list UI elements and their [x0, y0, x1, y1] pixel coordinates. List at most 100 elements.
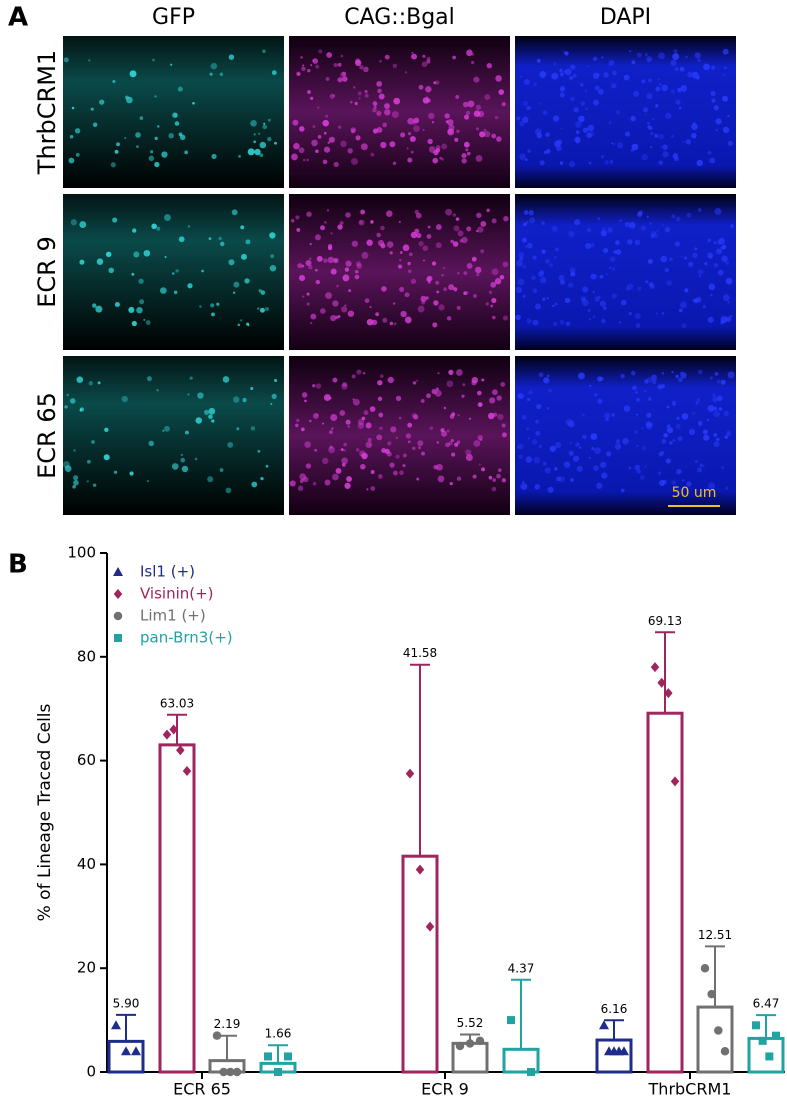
cell [666, 425, 669, 429]
cell [697, 467, 702, 473]
cell [696, 398, 701, 402]
cell [372, 101, 378, 106]
cell [702, 429, 708, 435]
cell [330, 413, 338, 421]
cell [171, 272, 175, 275]
cell [260, 290, 266, 295]
cell [310, 313, 317, 320]
cell [720, 379, 726, 385]
cell [387, 376, 394, 384]
cell [411, 120, 417, 126]
cell [516, 116, 521, 121]
cell [397, 264, 403, 269]
cell [257, 449, 261, 453]
cell [668, 441, 673, 445]
cell [545, 259, 550, 264]
cell [208, 414, 213, 420]
cell [716, 437, 720, 442]
cell [611, 413, 615, 417]
cell [727, 114, 730, 118]
cell [68, 157, 75, 164]
cell [364, 90, 368, 94]
cell [722, 74, 725, 77]
cell [154, 136, 158, 141]
cell [433, 149, 439, 156]
cell [306, 158, 310, 162]
cell [309, 257, 312, 260]
cell [453, 225, 460, 232]
cell [312, 481, 317, 486]
cell [340, 140, 347, 148]
cell [631, 143, 639, 151]
cell [670, 59, 677, 67]
cell [694, 459, 699, 464]
cell [376, 81, 383, 87]
cell [588, 161, 592, 165]
cell [480, 249, 485, 254]
cell [715, 129, 718, 132]
cell [680, 85, 688, 92]
cell [262, 124, 268, 130]
cell [233, 281, 240, 288]
cell [434, 389, 442, 397]
cell [250, 119, 257, 127]
cell [675, 99, 681, 105]
cell [297, 72, 301, 76]
cell [684, 55, 688, 59]
cell [475, 155, 483, 162]
cell [553, 62, 557, 66]
cell [435, 280, 440, 285]
cell [317, 134, 322, 139]
cell [698, 274, 702, 278]
cell [470, 60, 475, 65]
cell [392, 302, 396, 305]
cell [121, 395, 128, 403]
cell [456, 440, 461, 445]
cell [337, 125, 342, 129]
cell [676, 469, 682, 475]
cell [228, 259, 235, 266]
cell [661, 312, 665, 315]
cell [446, 380, 454, 388]
cell [240, 319, 243, 322]
cell [133, 251, 140, 258]
value-label: 63.03 [160, 696, 194, 710]
cell [366, 488, 369, 491]
cell [114, 301, 120, 308]
cell [466, 49, 473, 57]
cell [349, 100, 353, 104]
cell [341, 383, 348, 390]
cell [466, 151, 471, 156]
cell [620, 488, 625, 493]
cell [569, 267, 576, 274]
data-point [415, 864, 425, 875]
cell [649, 284, 655, 290]
cell [486, 208, 490, 212]
cell [440, 428, 445, 433]
cell [339, 221, 344, 225]
cell [174, 121, 180, 126]
cell [210, 62, 218, 70]
cell [686, 481, 692, 487]
cell [558, 274, 565, 281]
cell [718, 407, 723, 411]
cell [618, 321, 622, 324]
cell [532, 319, 539, 326]
cell [474, 266, 482, 274]
cell [247, 148, 255, 156]
column-header: GFP [152, 5, 195, 30]
cell [465, 449, 472, 456]
cell [546, 374, 550, 378]
cell [332, 300, 339, 307]
cell [361, 251, 369, 259]
cell [154, 95, 157, 98]
cell [477, 434, 483, 441]
cell [298, 274, 306, 282]
cell [402, 453, 407, 458]
cell [380, 374, 384, 378]
data-point [131, 1046, 141, 1056]
cell [170, 63, 173, 66]
cell [518, 252, 525, 258]
cell [302, 64, 305, 67]
cell [713, 433, 718, 437]
